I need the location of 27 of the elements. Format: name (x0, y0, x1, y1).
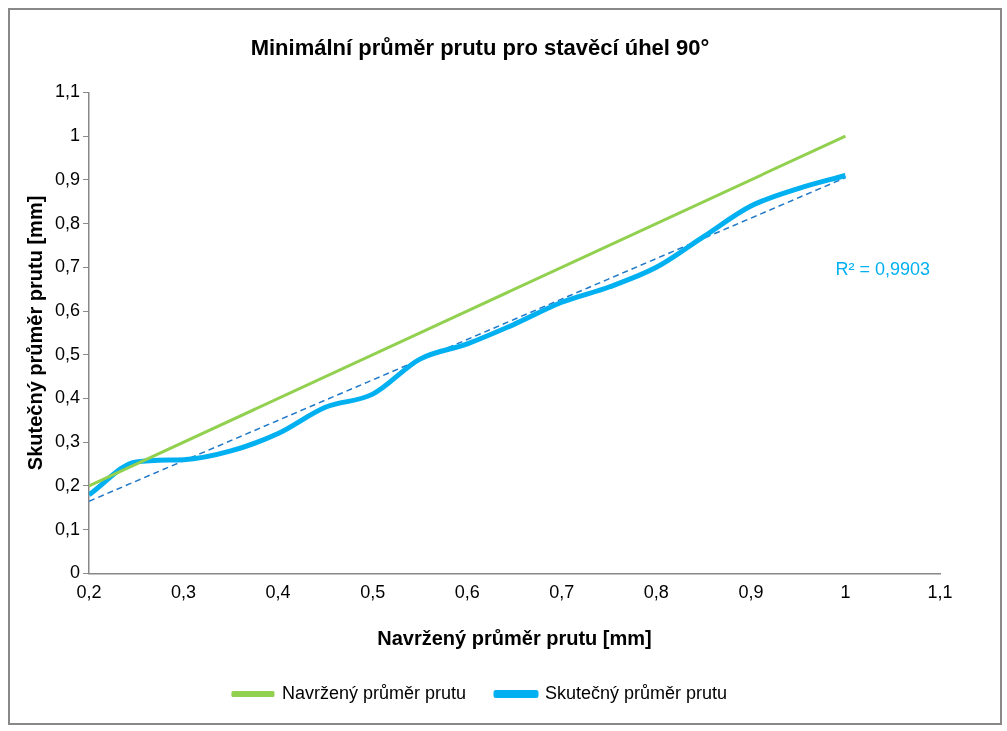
x-tick-label: 1,1 (927, 582, 953, 603)
x-tick-label: 0,4 (265, 582, 291, 603)
y-tick-label: 0,5 (54, 343, 81, 364)
x-tick-label: 0,9 (738, 582, 764, 603)
y-tick-label: 0,2 (54, 474, 81, 495)
y-tick-label: 0,1 (54, 518, 81, 539)
x-axis-title: Navržený průměr prutu [mm] (377, 626, 652, 649)
y-tick-label: 0 (70, 562, 81, 583)
x-tick-label: 0,7 (549, 582, 575, 603)
y-tick-label: 0,8 (54, 212, 81, 233)
chart-title: Minimální průměr prutu pro stavěcí úhel 90° (250, 35, 710, 61)
x-tick-label: 0,8 (643, 582, 669, 603)
y-tick-label: 1 (70, 125, 81, 146)
x-tick-label: 1 (840, 582, 851, 603)
y-axis-title: Skutečný průměr prutu [mm] (23, 195, 46, 471)
y-tick-label: 1,1 (54, 81, 81, 102)
y-tick-label: 0,7 (54, 256, 81, 277)
y-tick-label: 0,3 (54, 431, 81, 452)
y-tick-label: 0,4 (54, 387, 81, 408)
x-tick-label: 0,5 (360, 582, 386, 603)
y-tick-label: 0,6 (54, 300, 81, 321)
x-tick-label: 0,3 (171, 582, 197, 603)
y-tick-label: 0,9 (54, 168, 81, 189)
legend-label: Navržený průměr prutu (281, 682, 466, 703)
x-tick-label: 0,6 (454, 582, 480, 603)
legend-label: Skutečný průměr prutu (544, 682, 728, 703)
annotation: R² = 0,9903 (835, 259, 930, 280)
